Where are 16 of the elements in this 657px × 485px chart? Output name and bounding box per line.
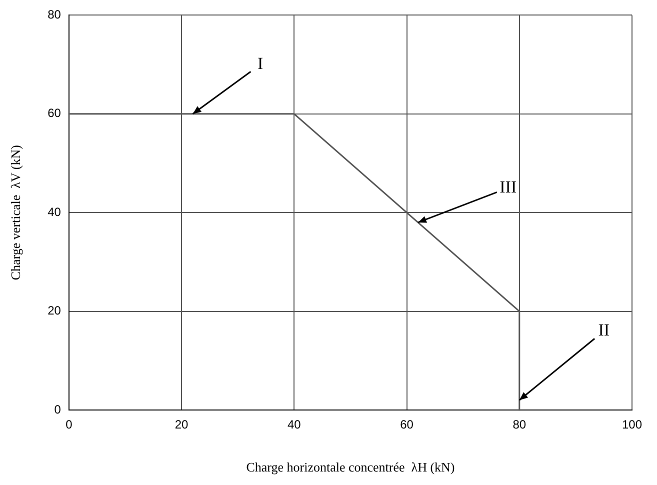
x-tick-label: 80 (512, 418, 526, 432)
x-tick-label: 100 (622, 418, 642, 432)
y-tick-label: 80 (48, 8, 62, 22)
annotation: III (500, 177, 517, 196)
y-tick-label: 0 (54, 402, 62, 416)
y-tick-label: 20 (48, 304, 62, 318)
x-tick-label: 0 (66, 418, 73, 432)
y-tick-label: 40 (48, 204, 62, 219)
y-axis-title: Charge verticale λV (kN) (8, 145, 24, 280)
x-axis-title: Charge horizontale concentrée λH (kN) (246, 460, 455, 475)
y-tick-label: 60 (48, 106, 62, 120)
annotation: I (258, 54, 264, 74)
x-tick-label: 60 (400, 418, 414, 432)
annotation: II (598, 320, 610, 340)
x-tick-label: 20 (174, 418, 189, 432)
x-tick-label: 40 (287, 418, 302, 432)
